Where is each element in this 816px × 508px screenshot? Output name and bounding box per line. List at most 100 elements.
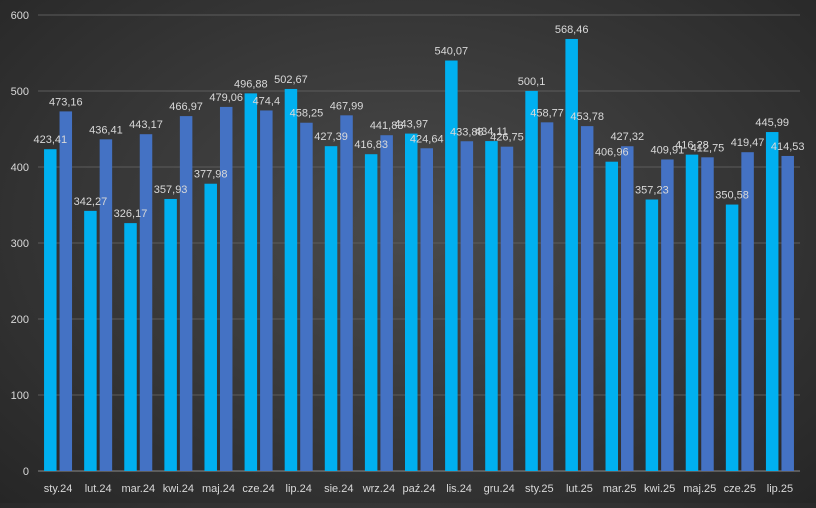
bar-series2 <box>580 126 594 471</box>
data-label: 467,99 <box>330 100 364 112</box>
data-label: 458,25 <box>290 108 324 120</box>
y-tick-label: 300 <box>11 238 29 250</box>
x-tick-label: kwi.25 <box>644 483 675 495</box>
bar-series1 <box>725 204 739 471</box>
data-label: 445,99 <box>755 117 789 129</box>
x-tick-label: gru.24 <box>484 483 515 495</box>
data-label: 500,1 <box>518 76 546 88</box>
data-label: 357,23 <box>635 185 669 197</box>
x-tick-label: lip.24 <box>286 483 312 495</box>
x-tick-label: sty.24 <box>44 483 73 495</box>
bar-series2 <box>460 141 474 471</box>
x-tick-label: kwi.24 <box>163 483 194 495</box>
gridlines <box>38 14 800 472</box>
bar-series2 <box>340 115 353 471</box>
bar-series1 <box>405 133 418 471</box>
data-label: 441,83 <box>370 120 404 132</box>
bar-series2 <box>500 146 514 472</box>
y-axis-ticks: 0 100 200 300 400 500 600 <box>11 10 29 478</box>
bar-series1 <box>485 141 498 471</box>
data-label: 496,88 <box>234 78 268 90</box>
x-tick-label: cze.24 <box>242 483 274 495</box>
bar-series1 <box>204 183 217 471</box>
data-label: 419,47 <box>731 137 765 149</box>
data-label: 473,16 <box>49 96 83 108</box>
data-label: 474,4 <box>253 95 281 107</box>
bar-series1 <box>364 154 378 471</box>
x-tick-label: sty.25 <box>525 483 554 495</box>
bar-series2 <box>179 116 193 472</box>
bar-series1 <box>605 161 619 472</box>
bar-series1 <box>324 146 338 471</box>
data-label: 406,96 <box>595 147 629 159</box>
data-label: 502,67 <box>274 74 308 86</box>
data-label: 427,32 <box>610 131 644 143</box>
data-label: 453,78 <box>570 111 604 123</box>
data-label: 326,17 <box>114 208 148 220</box>
bar-series2 <box>300 122 313 471</box>
data-label: 433,88 <box>450 126 484 138</box>
data-label: 540,07 <box>435 46 469 58</box>
x-tick-label: cze.25 <box>724 483 756 495</box>
bar-series1 <box>244 93 258 471</box>
data-label: 436,41 <box>89 124 123 136</box>
data-label: 568,46 <box>555 24 589 36</box>
y-tick-label: 500 <box>11 86 29 98</box>
data-label: 479,06 <box>209 92 243 104</box>
data-label: 427,39 <box>314 131 348 143</box>
bar-series2 <box>420 148 433 471</box>
x-tick-label: lut.25 <box>566 483 593 495</box>
bar-series2 <box>219 106 233 471</box>
data-label: 342,27 <box>74 196 108 208</box>
bar-series1 <box>685 154 699 471</box>
bar-series2 <box>59 111 73 471</box>
bar-series1 <box>445 60 458 471</box>
data-label: 424,64 <box>410 133 444 145</box>
y-tick-label: 100 <box>11 390 29 402</box>
bar-series2 <box>781 155 794 471</box>
data-label: 426,75 <box>490 132 524 144</box>
bar-series1 <box>84 210 97 471</box>
bars <box>44 38 794 472</box>
x-tick-label: maj.25 <box>683 483 716 495</box>
bar-series2 <box>99 139 113 471</box>
bar-series2 <box>540 122 554 471</box>
x-axis-ticks: sty.24 lut.24 mar.24 kwi.24 maj.24 cze.24 lip.… <box>44 483 793 495</box>
x-tick-label: lip.25 <box>767 483 793 495</box>
x-tick-label: wrz.24 <box>362 483 395 495</box>
x-tick-label: maj.24 <box>202 483 235 495</box>
x-tick-label: mar.25 <box>603 483 637 495</box>
bar-series1 <box>284 88 298 472</box>
bar-series1 <box>44 149 57 471</box>
bar-series2 <box>741 152 754 471</box>
data-labels: 423,41 473,16 342,27 436,41 326,17 443,17 357,… <box>33 24 804 220</box>
bar-series2 <box>661 159 674 472</box>
bar-series1 <box>765 132 779 471</box>
x-tick-label: paź.24 <box>402 483 435 495</box>
data-label: 377,98 <box>194 169 228 181</box>
data-label: 434,11 <box>475 126 508 138</box>
data-label: 423,41 <box>33 134 67 146</box>
y-tick-label: 400 <box>11 162 29 174</box>
data-label: 357,93 <box>154 184 188 196</box>
data-label: 443,17 <box>129 119 163 131</box>
y-tick-label: 200 <box>11 314 29 326</box>
bar-series2 <box>380 135 393 471</box>
data-label: 466,97 <box>169 101 203 113</box>
bar-series1 <box>565 38 578 472</box>
bar-series2 <box>701 157 714 471</box>
data-label: 409,91 <box>651 144 685 156</box>
data-label: 443,97 <box>394 119 428 131</box>
bar-series1 <box>124 223 137 471</box>
x-tick-label: sie.24 <box>324 483 353 495</box>
data-label: 350,58 <box>715 190 749 202</box>
x-tick-label: lut.24 <box>85 483 112 495</box>
x-tick-label: lis.24 <box>446 483 472 495</box>
y-tick-label: 0 <box>23 466 29 478</box>
bar-series1 <box>525 90 538 471</box>
y-tick-label: 600 <box>11 10 29 22</box>
data-label: 458,77 <box>530 107 564 119</box>
bar-series2 <box>139 134 153 471</box>
